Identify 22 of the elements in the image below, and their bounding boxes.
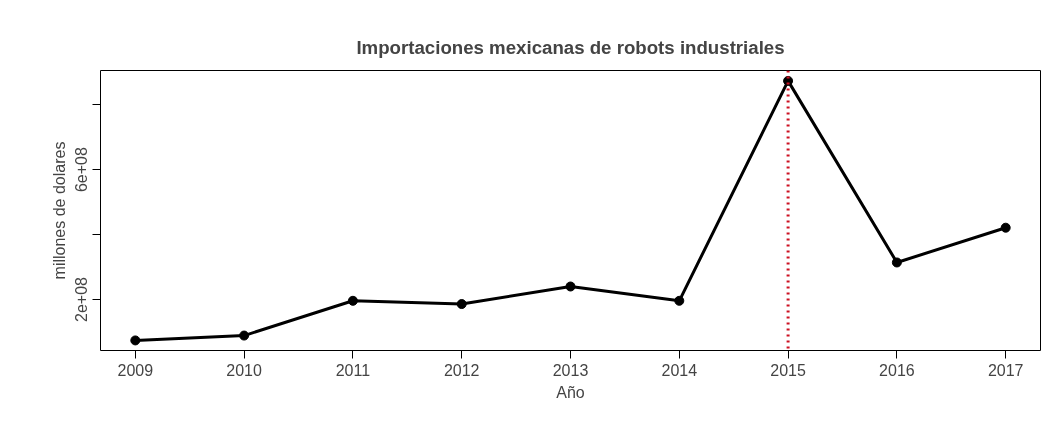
x-tick-label: 2015 <box>770 361 806 379</box>
point <box>565 281 576 292</box>
point <box>239 330 250 341</box>
x-axis-title: Año <box>556 383 585 401</box>
point <box>456 299 467 310</box>
point <box>674 295 685 306</box>
x-tick-label: 2011 <box>335 361 371 379</box>
point <box>891 257 902 268</box>
x-tick-label: 2017 <box>987 361 1024 379</box>
x-tick-label: 2012 <box>443 361 480 379</box>
y-tick-label: 6e+08 <box>73 147 91 193</box>
x-tick-label: 2010 <box>226 361 263 379</box>
y-axis-title: millones de dolares <box>50 141 68 280</box>
point <box>347 295 358 306</box>
y-tick-label: 2e+08 <box>73 276 91 322</box>
x-tick-label: 2014 <box>661 361 698 379</box>
chart-title: Importaciones mexicanas de robots industriales <box>356 37 785 58</box>
point <box>1000 222 1011 233</box>
x-tick-label: 2013 <box>552 361 589 379</box>
x-tick-label: 2009 <box>117 361 154 379</box>
point <box>130 335 141 346</box>
x-tick-label: 2016 <box>879 361 915 379</box>
